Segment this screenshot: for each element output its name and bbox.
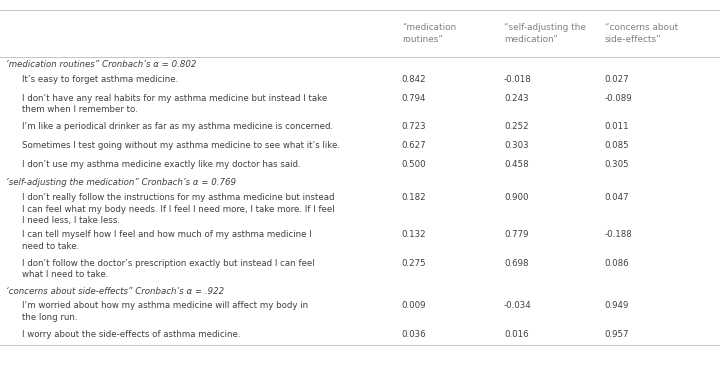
Text: I worry about the side-effects of asthma medicine.: I worry about the side-effects of asthma…: [22, 330, 240, 339]
Text: 0.627: 0.627: [402, 141, 426, 150]
Text: It’s easy to forget asthma medicine.: It’s easy to forget asthma medicine.: [22, 75, 178, 84]
Text: Sometimes I test going without my asthma medicine to see what it’s like.: Sometimes I test going without my asthma…: [22, 141, 340, 150]
Text: 0.036: 0.036: [402, 330, 426, 339]
Text: 0.252: 0.252: [504, 122, 528, 131]
Text: 0.085: 0.085: [605, 141, 629, 150]
Text: 0.842: 0.842: [402, 75, 426, 84]
Text: 0.086: 0.086: [605, 259, 629, 268]
Text: “concerns about
side-effects”: “concerns about side-effects”: [605, 23, 678, 44]
Text: I don’t use my asthma medicine exactly like my doctor has said.: I don’t use my asthma medicine exactly l…: [22, 160, 300, 168]
Text: 0.009: 0.009: [402, 301, 426, 310]
Text: 0.794: 0.794: [402, 94, 426, 103]
Text: 0.016: 0.016: [504, 330, 528, 339]
Text: 0.303: 0.303: [504, 141, 528, 150]
Text: 0.305: 0.305: [605, 160, 629, 168]
Text: 0.500: 0.500: [402, 160, 426, 168]
Text: 0.723: 0.723: [402, 122, 426, 131]
Text: -0.018: -0.018: [504, 75, 532, 84]
Text: ‘self-adjusting the medication” Cronbach’s α = 0.769: ‘self-adjusting the medication” Cronbach…: [6, 178, 235, 187]
Text: ‘medication routines” Cronbach’s α = 0.802: ‘medication routines” Cronbach’s α = 0.8…: [6, 60, 196, 69]
Text: -0.034: -0.034: [504, 301, 532, 310]
Text: 0.698: 0.698: [504, 259, 528, 268]
Text: 0.949: 0.949: [605, 301, 629, 310]
Text: I don’t have any real habits for my asthma medicine but instead I take
them when: I don’t have any real habits for my asth…: [22, 94, 327, 114]
Text: 0.900: 0.900: [504, 193, 528, 202]
Text: 0.243: 0.243: [504, 94, 528, 103]
Text: 0.182: 0.182: [402, 193, 426, 202]
Text: 0.779: 0.779: [504, 230, 528, 239]
Text: ‘concerns about side-effects” Cronbach’s α = .922: ‘concerns about side-effects” Cronbach’s…: [6, 287, 224, 296]
Text: I don’t follow the doctor’s prescription exactly but instead I can feel
what I n: I don’t follow the doctor’s prescription…: [22, 259, 314, 279]
Text: -0.188: -0.188: [605, 230, 633, 239]
Text: -0.089: -0.089: [605, 94, 632, 103]
Text: “self-adjusting the
medication”: “self-adjusting the medication”: [504, 23, 586, 44]
Text: 0.275: 0.275: [402, 259, 426, 268]
Text: 0.132: 0.132: [402, 230, 426, 239]
Text: 0.047: 0.047: [605, 193, 629, 202]
Text: I can tell myself how I feel and how much of my asthma medicine I
need to take.: I can tell myself how I feel and how muc…: [22, 230, 311, 251]
Text: “medication
routines”: “medication routines”: [402, 23, 456, 44]
Text: I’m like a periodical drinker as far as my asthma medicine is concerned.: I’m like a periodical drinker as far as …: [22, 122, 333, 131]
Text: 0.027: 0.027: [605, 75, 629, 84]
Text: I don’t really follow the instructions for my asthma medicine but instead
I can : I don’t really follow the instructions f…: [22, 193, 334, 225]
Text: 0.957: 0.957: [605, 330, 629, 339]
Text: 0.011: 0.011: [605, 122, 629, 131]
Text: 0.458: 0.458: [504, 160, 528, 168]
Text: I’m worried about how my asthma medicine will affect my body in
the long run.: I’m worried about how my asthma medicine…: [22, 301, 307, 322]
